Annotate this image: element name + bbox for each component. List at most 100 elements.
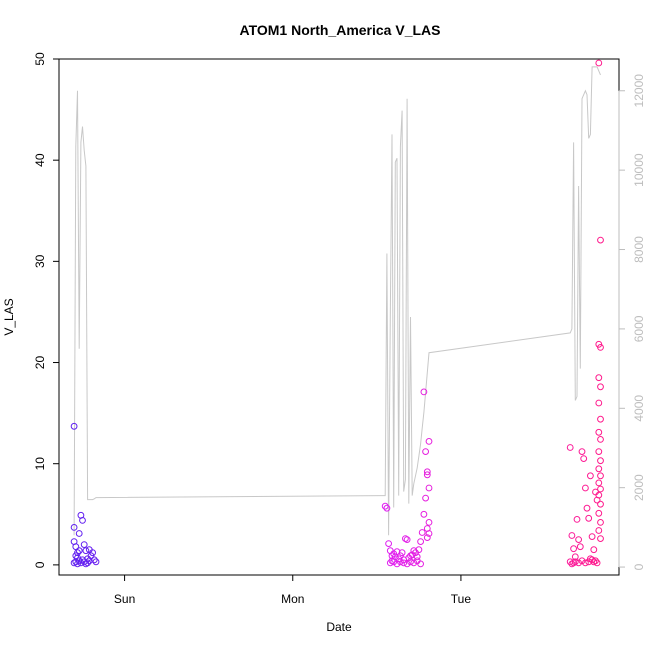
scatter-point (588, 533, 596, 540)
scatter-point (571, 553, 579, 561)
scatter-point (386, 559, 394, 567)
scatter-point (85, 557, 93, 565)
scatter-point (418, 529, 426, 536)
scatter-point (383, 504, 391, 512)
scatter-point (597, 472, 604, 480)
scatter-point (72, 558, 80, 566)
scatter-point (79, 517, 86, 524)
scatter-point (573, 516, 581, 523)
secondary-series-line (73, 66, 601, 536)
scatter-point (385, 540, 393, 547)
scatter-point (417, 560, 425, 568)
scatter-point (423, 471, 431, 479)
scatter-point (595, 509, 603, 517)
scatter-point (590, 546, 598, 554)
scatter-point (595, 59, 603, 67)
scatter-point (70, 524, 78, 531)
y-axis-right: 0 2000 4000 6000 8000 10000 12000 (618, 74, 646, 570)
y-tick-label: 40 (33, 153, 47, 167)
scatter-point (381, 502, 389, 510)
scatter-point (587, 472, 594, 480)
scatter-point (407, 558, 414, 566)
scatter-point (75, 530, 83, 537)
scatter-point (597, 500, 604, 508)
scatter-point (80, 541, 88, 548)
scatter-point (575, 559, 582, 567)
scatter-point (597, 457, 604, 465)
scatter-point (597, 415, 604, 423)
scatter-point (84, 559, 91, 567)
scatter-point (597, 236, 604, 244)
scatter-point (575, 536, 582, 543)
scatter-point (597, 383, 604, 391)
scatter-point (388, 552, 396, 560)
scatter-point (388, 557, 396, 565)
y-axis-label: V_LAS (2, 298, 16, 335)
y2-tick-label: 8000 (632, 236, 646, 263)
x-axis-label: Date (326, 620, 352, 634)
scatter-point (425, 438, 433, 445)
scatter-point (578, 557, 586, 565)
scatter-point (393, 560, 401, 568)
y2-tick-label: 0 (632, 563, 646, 570)
scatter-point (595, 399, 603, 407)
scatter-point (580, 455, 588, 463)
scatter-point (410, 559, 418, 567)
scatter-point (80, 558, 88, 566)
y-tick-label: 20 (33, 356, 47, 370)
y2-tick-label: 12000 (632, 74, 646, 108)
chart-title: ATOM1 North_America V_LAS (240, 22, 441, 38)
y2-tick-label: 10000 (632, 153, 646, 187)
scatter-point (82, 547, 90, 555)
y-tick-label: 10 (33, 457, 47, 471)
x-tick-label: Sun (114, 592, 135, 606)
scatter-point (585, 514, 593, 522)
scatter-point (582, 559, 589, 567)
scatter-point (597, 344, 604, 351)
y2-tick-label: 2000 (632, 474, 646, 501)
scatter-point (597, 535, 604, 542)
scatter-point (90, 556, 98, 564)
scatter-point (75, 547, 83, 555)
scatter-point (397, 558, 404, 566)
y-tick-label: 50 (33, 52, 47, 66)
scatter-point (576, 543, 584, 551)
scatter-point (423, 534, 431, 541)
scatter-point (597, 519, 604, 526)
scatter-point (597, 436, 604, 443)
scatter-points-layer (70, 59, 604, 568)
scatter-point (570, 545, 577, 553)
scatter-point (403, 536, 411, 543)
scatter-point (595, 527, 603, 534)
x-tick-label: Mon (281, 592, 304, 606)
scatter-point (582, 484, 589, 492)
scatter-point (566, 558, 574, 566)
scatter-point (593, 559, 601, 567)
scatter-point (568, 532, 576, 539)
scatter-point (72, 543, 80, 551)
scatter-point (595, 491, 603, 499)
scatter-point (595, 374, 603, 382)
scatter-point (597, 485, 604, 493)
scatter-point (595, 465, 603, 473)
scatter-point (420, 388, 428, 396)
scatter-point (398, 549, 406, 557)
scatter-point (403, 560, 411, 568)
scatter-point (400, 559, 408, 567)
scatter-point (420, 510, 428, 518)
y2-tick-label: 4000 (632, 395, 646, 422)
y-tick-label: 0 (33, 561, 47, 568)
scatter-point (92, 558, 100, 566)
scatter-point (415, 546, 423, 554)
scatter-point (75, 557, 83, 565)
scatter-point (74, 549, 81, 557)
scatter-point (410, 547, 418, 555)
scatter-point (571, 558, 579, 566)
scatter-point (595, 448, 603, 456)
y-tick-label: 30 (33, 254, 47, 268)
scatter-point (425, 530, 433, 537)
scatter-point (423, 468, 431, 476)
scatter-point (417, 538, 425, 545)
scatter-point (578, 448, 586, 456)
